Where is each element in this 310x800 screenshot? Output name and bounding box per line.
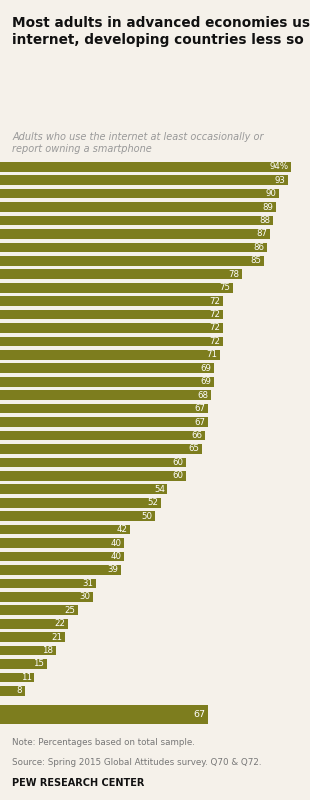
Text: 68: 68 — [197, 390, 208, 400]
Text: 88: 88 — [259, 216, 270, 225]
Text: 85: 85 — [250, 256, 261, 266]
Text: 30: 30 — [80, 592, 91, 602]
Text: 67: 67 — [194, 418, 205, 426]
Bar — [0, 350, 220, 360]
Bar — [0, 430, 205, 440]
Text: 69: 69 — [201, 378, 211, 386]
Text: 52: 52 — [148, 498, 159, 507]
Bar — [0, 606, 78, 615]
Bar — [0, 162, 291, 171]
Bar — [0, 337, 223, 346]
Text: 67: 67 — [194, 404, 205, 413]
Text: 75: 75 — [219, 283, 230, 292]
Text: 90: 90 — [266, 189, 277, 198]
Bar — [0, 216, 273, 226]
Text: 60: 60 — [173, 458, 184, 467]
Text: 72: 72 — [210, 310, 221, 319]
Bar — [0, 444, 202, 454]
Text: 22: 22 — [55, 619, 66, 628]
Bar — [0, 619, 68, 629]
Bar — [0, 578, 96, 588]
Text: 8: 8 — [17, 686, 22, 695]
Bar — [0, 175, 288, 185]
Text: 93: 93 — [275, 176, 286, 185]
Bar — [0, 404, 208, 414]
Text: 89: 89 — [263, 202, 273, 211]
Bar — [0, 471, 186, 481]
Bar — [0, 202, 276, 212]
Text: Note: Percentages based on total sample.: Note: Percentages based on total sample. — [12, 738, 195, 747]
Text: 60: 60 — [173, 471, 184, 480]
Bar — [0, 242, 267, 252]
Text: 39: 39 — [108, 566, 118, 574]
Text: 25: 25 — [64, 606, 75, 614]
Text: Adults who use the internet at least occasionally or
report owning a smartphone: Adults who use the internet at least occ… — [12, 132, 264, 154]
Text: 72: 72 — [210, 297, 221, 306]
Bar — [0, 632, 65, 642]
Bar — [0, 229, 270, 238]
Bar — [0, 646, 56, 655]
Text: 86: 86 — [253, 243, 264, 252]
Bar — [0, 525, 130, 534]
Bar — [0, 270, 242, 279]
Text: Source: Spring 2015 Global Attitudes survey. Q70 & Q72.: Source: Spring 2015 Global Attitudes sur… — [12, 758, 262, 766]
Text: 31: 31 — [83, 579, 94, 588]
Bar — [0, 458, 186, 467]
Bar — [0, 323, 223, 333]
Bar — [0, 706, 208, 724]
Bar — [0, 592, 93, 602]
Text: 40: 40 — [111, 538, 122, 547]
Bar — [0, 686, 25, 696]
Bar — [0, 673, 34, 682]
Bar — [0, 538, 124, 548]
Bar — [0, 189, 279, 198]
Bar — [0, 565, 121, 574]
Text: 71: 71 — [207, 350, 218, 359]
Text: 18: 18 — [42, 646, 53, 655]
Bar — [0, 390, 211, 400]
Bar — [0, 511, 155, 521]
Text: 40: 40 — [111, 552, 122, 561]
Text: 54: 54 — [154, 485, 165, 494]
Text: 11: 11 — [21, 673, 32, 682]
Bar — [0, 485, 167, 494]
Text: 65: 65 — [188, 445, 199, 454]
Text: 72: 72 — [210, 323, 221, 333]
Text: PEW RESEARCH CENTER: PEW RESEARCH CENTER — [12, 778, 145, 787]
Bar — [0, 283, 232, 293]
Bar — [0, 310, 223, 319]
Text: 50: 50 — [142, 512, 153, 521]
Bar — [0, 256, 264, 266]
Text: 67: 67 — [193, 710, 205, 719]
Text: 66: 66 — [191, 431, 202, 440]
Text: 87: 87 — [256, 230, 267, 238]
Text: 69: 69 — [201, 364, 211, 373]
Bar — [0, 418, 208, 427]
Bar — [0, 552, 124, 562]
Text: 21: 21 — [52, 633, 63, 642]
Bar — [0, 363, 214, 373]
Text: 94%: 94% — [270, 162, 289, 171]
Bar — [0, 377, 214, 386]
Text: 42: 42 — [117, 525, 128, 534]
Text: 72: 72 — [210, 337, 221, 346]
Text: 78: 78 — [228, 270, 239, 278]
Text: 15: 15 — [33, 659, 44, 669]
Text: Most adults in advanced economies use
internet, developing countries less so: Most adults in advanced economies use in… — [12, 16, 310, 47]
Bar — [0, 659, 46, 669]
Bar — [0, 296, 223, 306]
Bar — [0, 498, 161, 507]
